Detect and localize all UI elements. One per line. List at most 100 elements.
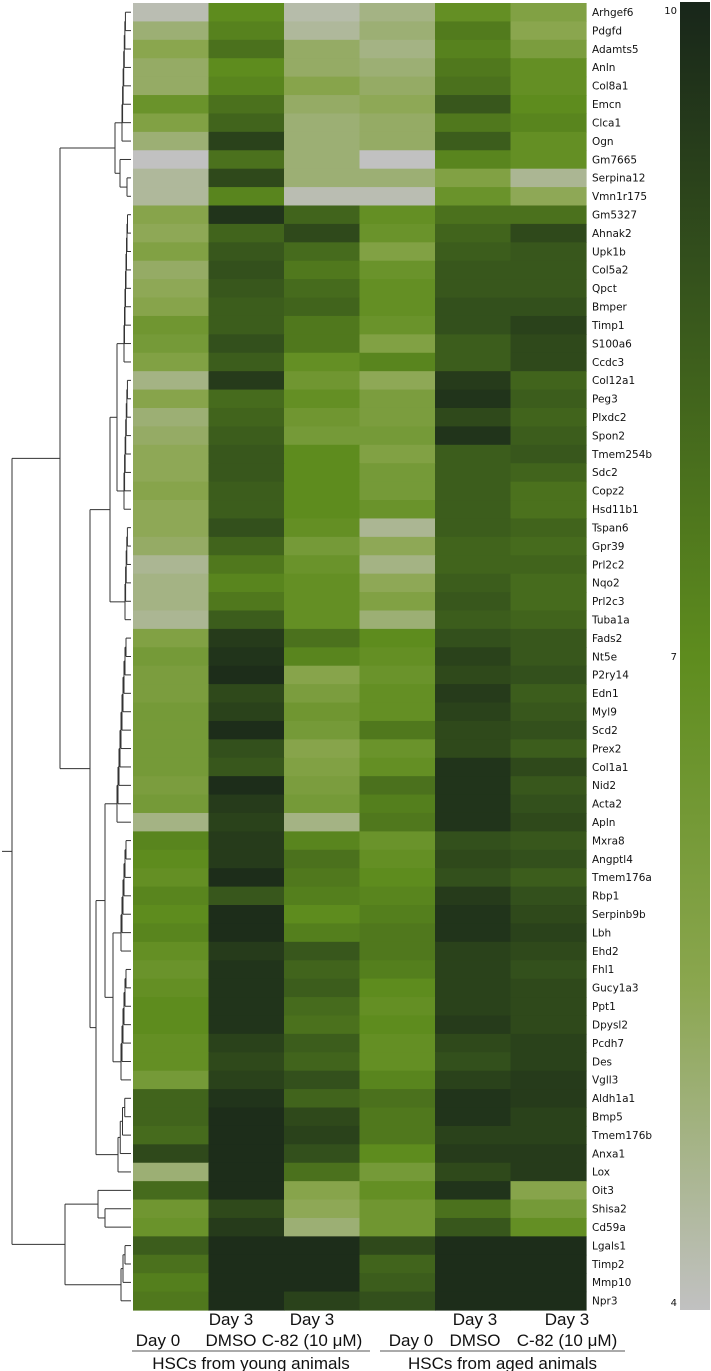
heatmap-cell bbox=[284, 223, 361, 243]
heatmap-cell bbox=[284, 187, 361, 207]
heatmap-cell bbox=[208, 702, 285, 722]
gene-label: Gm7665 bbox=[592, 154, 637, 166]
heatmap-cell bbox=[359, 1125, 436, 1145]
heatmap-cell bbox=[208, 481, 285, 501]
heatmap-cell bbox=[510, 628, 587, 648]
heatmap-cell bbox=[359, 1033, 436, 1053]
heatmap-cell bbox=[359, 739, 436, 759]
heatmap-cell bbox=[359, 1052, 436, 1072]
heatmap-cell bbox=[208, 3, 285, 23]
heatmap-cell bbox=[133, 463, 210, 483]
heatmap-cell bbox=[208, 334, 285, 354]
heatmap-cell bbox=[435, 205, 512, 225]
gene-label: Spon2 bbox=[592, 430, 625, 442]
heatmap-cell bbox=[208, 168, 285, 188]
heatmap-cell bbox=[208, 794, 285, 814]
heatmap-cell bbox=[284, 868, 361, 888]
heatmap-cell bbox=[359, 628, 436, 648]
heatmap-cell bbox=[133, 58, 210, 78]
heatmap-cell bbox=[208, 500, 285, 520]
heatmap-cell bbox=[435, 647, 512, 667]
heatmap-cell bbox=[510, 131, 587, 151]
heatmap-cell bbox=[284, 426, 361, 446]
heatmap-cell bbox=[133, 886, 210, 906]
heatmap-cell bbox=[208, 647, 285, 667]
heatmap-cell bbox=[359, 242, 436, 262]
heatmap-cell bbox=[208, 205, 285, 225]
heatmap-cell bbox=[510, 1070, 587, 1090]
gene-labels: Arhgef6 Pdgfd Adamts5 Anln Col8a1 Emcn Clca1 Og… bbox=[591, 7, 652, 1308]
gene-label: Ogn bbox=[592, 136, 614, 148]
gene-label: Tspan6 bbox=[591, 522, 629, 534]
heatmap-cell bbox=[510, 573, 587, 593]
heatmap-cell bbox=[284, 297, 361, 317]
column-labels: Day 0 Day 3 DMSO Day 3 C-82 (10 μM) Day 0 Day … bbox=[136, 1310, 617, 1350]
heatmap-cell bbox=[359, 1273, 436, 1293]
gene-label: Col5a2 bbox=[592, 265, 628, 277]
heatmap-cell bbox=[284, 1033, 361, 1053]
heatmap-cell bbox=[284, 1125, 361, 1145]
heatmap-cell bbox=[208, 315, 285, 335]
heatmap-cell bbox=[435, 1107, 512, 1127]
heatmap-cell bbox=[510, 58, 587, 78]
heatmap-cell bbox=[435, 500, 512, 520]
heatmap-cell bbox=[133, 1162, 210, 1182]
heatmap-cell bbox=[359, 500, 436, 520]
heatmap-cell bbox=[510, 794, 587, 814]
heatmap-cell bbox=[435, 868, 512, 888]
heatmap-cell bbox=[359, 1144, 436, 1164]
heatmap-cell bbox=[133, 426, 210, 446]
heatmap-cell bbox=[208, 812, 285, 832]
heatmap-cell bbox=[133, 702, 210, 722]
heatmap-cell bbox=[359, 720, 436, 740]
heatmap-cell bbox=[435, 58, 512, 78]
heatmap-cell bbox=[359, 76, 436, 96]
heatmap-cell bbox=[510, 1181, 587, 1201]
heatmap-cell bbox=[359, 131, 436, 151]
gene-label: Nqo2 bbox=[592, 578, 620, 590]
heatmap-cell bbox=[359, 1162, 436, 1182]
heatmap-cell bbox=[510, 665, 587, 685]
heatmap-cell bbox=[284, 76, 361, 96]
heatmap-cell bbox=[359, 960, 436, 980]
gene-label: Fads2 bbox=[592, 633, 622, 645]
heatmap-cell bbox=[284, 849, 361, 869]
heatmap-cell bbox=[510, 997, 587, 1017]
heatmap-cell bbox=[359, 371, 436, 391]
gene-label: Timp1 bbox=[591, 320, 625, 332]
heatmap-cell bbox=[284, 812, 361, 832]
heatmap-cell bbox=[435, 1254, 512, 1274]
heatmap-cell bbox=[359, 536, 436, 556]
heatmap-cell bbox=[359, 1107, 436, 1127]
heatmap-cell bbox=[133, 76, 210, 96]
column-label-line2: C-82 (10 μM) bbox=[262, 1331, 362, 1350]
heatmap-cell bbox=[359, 997, 436, 1017]
heatmap-cell bbox=[284, 518, 361, 538]
heatmap-cell bbox=[435, 1162, 512, 1182]
heatmap-cell bbox=[208, 113, 285, 133]
heatmap-cell bbox=[133, 297, 210, 317]
heatmap-cell bbox=[435, 260, 512, 280]
gene-label: Serpina12 bbox=[592, 173, 645, 185]
heatmap-cell bbox=[208, 444, 285, 464]
heatmap-cell bbox=[133, 960, 210, 980]
heatmap-cell bbox=[284, 371, 361, 391]
heatmap-cell bbox=[208, 407, 285, 427]
heatmap-cell bbox=[359, 647, 436, 667]
heatmap-cell bbox=[133, 1144, 210, 1164]
heatmap-cell bbox=[359, 223, 436, 243]
heatmap-cell bbox=[284, 205, 361, 225]
heatmap-cell bbox=[208, 297, 285, 317]
heatmap-cell bbox=[510, 1144, 587, 1164]
gene-label: Prex2 bbox=[592, 743, 621, 755]
heatmap-cell bbox=[133, 187, 210, 207]
heatmap-cell bbox=[284, 665, 361, 685]
heatmap-cell bbox=[284, 923, 361, 943]
heatmap-cell bbox=[133, 997, 210, 1017]
gene-label: Shisa2 bbox=[592, 1204, 627, 1216]
heatmap-cell bbox=[435, 223, 512, 243]
heatmap-cell bbox=[359, 481, 436, 501]
heatmap-cell bbox=[435, 426, 512, 446]
heatmap-cell bbox=[133, 1273, 210, 1293]
